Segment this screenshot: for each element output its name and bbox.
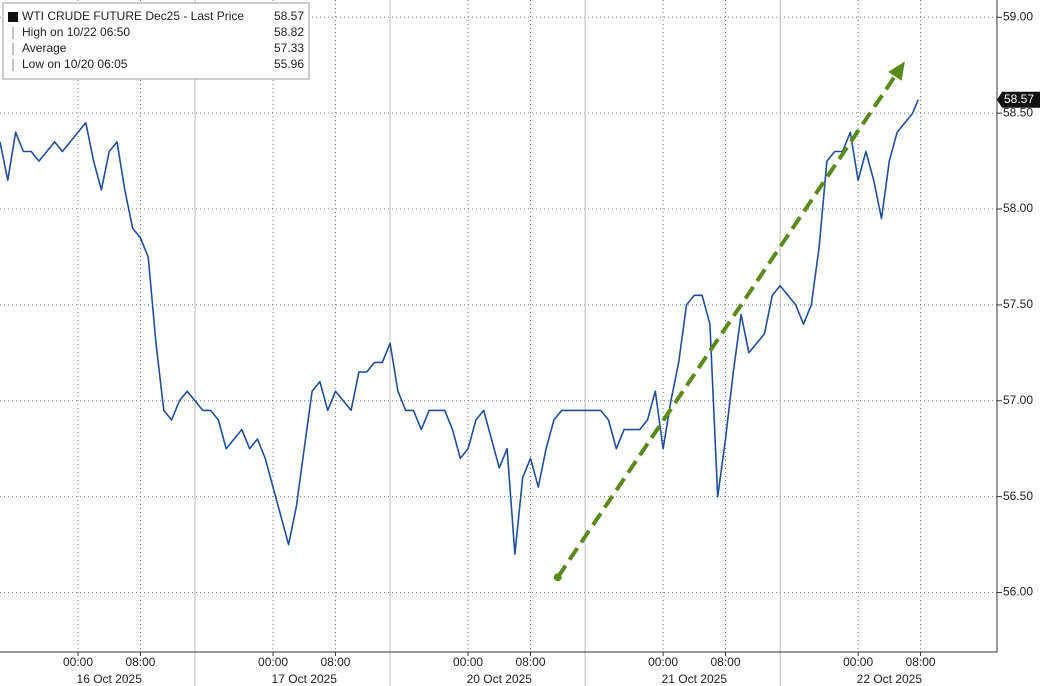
trend-arrow-head (888, 61, 905, 81)
x-tick-label: 08:00 (320, 655, 350, 669)
legend-box (2, 2, 310, 80)
date-label: 21 Oct 2025 (662, 672, 728, 686)
x-tick-label: 08:00 (711, 655, 741, 669)
legend-value: 55.96 (274, 57, 304, 71)
y-tick-label: 57.50 (1003, 297, 1033, 311)
y-tick-label: 56.50 (1003, 489, 1033, 503)
price-line (0, 99, 919, 555)
x-tick-label: 00:00 (843, 655, 873, 669)
legend-label: High on 10/22 06:50 (22, 25, 130, 39)
plot-background (0, 0, 997, 652)
x-tick-label: 08:00 (125, 655, 155, 669)
y-tick-label: 58.50 (1003, 105, 1033, 119)
date-label: 16 Oct 2025 (77, 672, 143, 686)
x-tick-label: 00:00 (258, 655, 288, 669)
trend-arrow (556, 75, 897, 579)
x-tick-label: 00:00 (453, 655, 483, 669)
legend: WTI CRUDE FUTURE Dec25 - Last Price 58.57… (2, 2, 310, 80)
last-price-label: 58.57 (1004, 92, 1034, 106)
date-label: 20 Oct 2025 (467, 672, 533, 686)
x-tick-label: 08:00 (906, 655, 936, 669)
y-tick-label: 59.00 (1003, 9, 1033, 23)
legend-value: 58.57 (274, 9, 304, 23)
legend-value: 58.82 (274, 25, 304, 39)
legend-label: Low on 10/20 06:05 (22, 57, 128, 71)
trend-arrow-start (553, 573, 562, 582)
legend-label: Average (22, 41, 67, 55)
y-tick-label: 56.00 (1003, 585, 1033, 599)
legend-label: WTI CRUDE FUTURE Dec25 - Last Price (22, 9, 244, 23)
y-tick-label: 58.00 (1003, 201, 1033, 215)
x-tick-label: 08:00 (515, 655, 545, 669)
x-tick-label: 00:00 (648, 655, 678, 669)
legend-swatch (8, 12, 18, 22)
date-label: 22 Oct 2025 (857, 672, 923, 686)
date-label: 17 Oct 2025 (272, 672, 338, 686)
y-tick-label: 57.00 (1003, 393, 1033, 407)
legend-value: 57.33 (274, 41, 304, 55)
last-price-tag (997, 91, 1040, 108)
x-tick-label: 00:00 (63, 655, 93, 669)
